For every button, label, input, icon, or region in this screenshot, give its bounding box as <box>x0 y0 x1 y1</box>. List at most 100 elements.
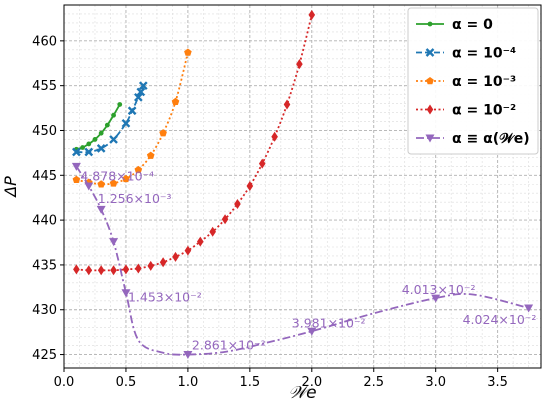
data-point <box>147 260 155 271</box>
data-point <box>84 147 94 157</box>
x-tick-label: 1.0 <box>178 375 199 390</box>
series-line <box>75 165 529 356</box>
series-5 <box>71 162 534 360</box>
series-line <box>76 104 121 151</box>
series-layer <box>71 9 534 360</box>
y-tick-label: 460 <box>32 34 57 49</box>
data-point <box>109 238 119 247</box>
data-point <box>97 180 105 188</box>
data-point <box>159 129 167 137</box>
data-point <box>80 145 85 150</box>
legend-label: α = 10⁻³ <box>452 74 516 90</box>
data-point <box>92 137 98 142</box>
annotation-label: 2.861×10⁻² <box>192 338 266 353</box>
data-point <box>122 264 130 275</box>
data-point <box>96 205 106 214</box>
data-point <box>171 97 180 106</box>
annotation-label: 3.981×10⁻² <box>292 315 366 330</box>
x-tick-label: 3.0 <box>425 375 446 390</box>
data-point <box>86 141 92 147</box>
data-point <box>138 81 148 91</box>
y-tick-label: 455 <box>32 79 57 94</box>
data-point <box>146 151 155 159</box>
x-tick-label: 0.0 <box>54 375 75 390</box>
annotation-label: 4.878×10⁻⁴ <box>80 168 154 183</box>
series-1 <box>73 102 123 152</box>
data-point <box>184 48 192 56</box>
data-point <box>117 102 123 107</box>
annotation-label: 4.024×10⁻² <box>463 312 537 327</box>
legend-label: α = 10⁻² <box>452 103 516 119</box>
legend-entry: α = 10⁻³ <box>416 74 516 90</box>
annotation-label: 1.256×10⁻³ <box>98 191 172 206</box>
y-axis-label: ΔP <box>1 176 20 199</box>
y-axis: 425 430 435 440 445 450 455 460 <box>32 34 64 363</box>
series-line <box>76 52 189 186</box>
data-point <box>172 251 179 262</box>
x-tick-label: 1.5 <box>240 375 261 390</box>
annotations: 4.878×10⁻⁴ 1.256×10⁻³ 1.453×10⁻² 2.861×10⁻²… <box>80 168 536 352</box>
x-tick-label: 3.5 <box>487 375 508 390</box>
data-point <box>96 144 106 153</box>
data-point <box>426 104 434 115</box>
y-tick-label: 430 <box>32 303 57 318</box>
data-point <box>183 351 193 360</box>
data-point <box>73 264 80 275</box>
data-point <box>308 9 316 20</box>
y-tick-label: 435 <box>32 258 57 273</box>
y-tick-label: 450 <box>32 124 57 139</box>
series-4 <box>73 9 316 276</box>
y-tick-label: 440 <box>32 214 57 229</box>
y-tick-label: 425 <box>32 348 57 363</box>
data-point <box>296 59 303 70</box>
data-point <box>258 158 266 169</box>
data-point <box>427 21 433 27</box>
data-point <box>104 122 110 128</box>
data-point <box>85 265 93 276</box>
legend: α = 0 α = 10⁻⁴ α = 10⁻³ α = 10⁻² α ≡ α(𝒲e) <box>407 7 539 155</box>
data-point <box>109 135 118 144</box>
legend-entry: α = 0 <box>416 17 493 33</box>
data-point <box>524 304 534 313</box>
data-point <box>196 236 204 247</box>
legend-label: α = 0 <box>452 17 493 33</box>
legend-label: α ≡ α(𝒲e) <box>452 131 530 147</box>
data-point <box>127 106 137 116</box>
legend-box <box>407 7 539 155</box>
series-3 <box>72 48 192 188</box>
data-point <box>121 118 131 128</box>
data-point <box>110 265 117 276</box>
plot-frame <box>63 4 542 369</box>
legend-entry: α ≡ α(𝒲e) <box>416 131 530 147</box>
data-point <box>71 162 81 171</box>
data-point <box>431 294 441 303</box>
series-2 <box>72 81 148 157</box>
legend-entry: α = 10⁻² <box>416 103 516 119</box>
data-point <box>425 134 435 143</box>
data-point <box>271 131 278 142</box>
data-point <box>72 147 81 157</box>
data-point <box>246 181 254 192</box>
y-tick-label: 445 <box>32 169 57 184</box>
data-point <box>72 175 81 184</box>
x-tick-label: 2.0 <box>301 375 322 390</box>
data-point <box>426 77 434 85</box>
data-point <box>307 327 317 336</box>
data-point <box>234 198 241 209</box>
x-axis-label: 𝒲e <box>288 383 316 403</box>
data-point <box>134 165 143 174</box>
data-point <box>84 182 94 191</box>
data-point <box>109 179 118 187</box>
x-axis: 0.0 0.5 1.0 1.5 2.0 2.5 3.0 3.5 <box>54 368 508 390</box>
data-point <box>111 112 116 118</box>
legend-entry: α = 10⁻⁴ <box>416 46 516 62</box>
data-point <box>133 92 143 102</box>
data-point <box>159 257 167 268</box>
data-point <box>121 289 131 298</box>
data-point <box>122 174 130 183</box>
data-point <box>97 265 105 276</box>
data-point <box>98 130 104 136</box>
data-point <box>283 99 291 110</box>
data-point <box>135 263 142 274</box>
